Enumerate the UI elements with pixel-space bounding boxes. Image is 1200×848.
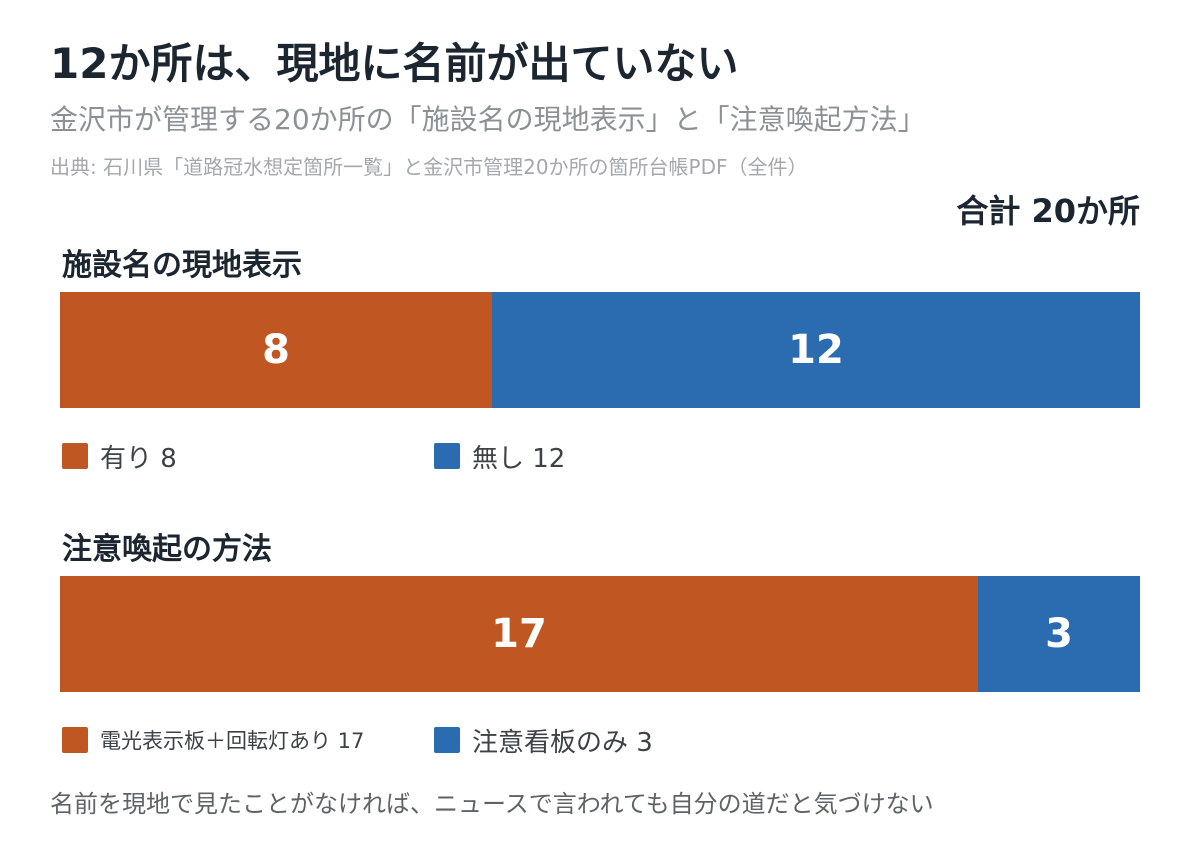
- legend-item: 注意看板のみ 3: [434, 720, 653, 760]
- chart2-bar: 17 3: [60, 576, 1140, 692]
- legend-label: 電光表示板＋回転灯あり 17: [100, 729, 365, 753]
- legend-swatch: [434, 443, 460, 469]
- legend-swatch: [62, 727, 88, 753]
- bar-segment-second: 12: [492, 292, 1140, 408]
- legend-label: 無し 12: [472, 443, 566, 474]
- chart-title: 12か所は、現地に名前が出ていない: [50, 39, 739, 88]
- chart1-bar: 8 12: [60, 292, 1140, 408]
- bar-segment-first: 8: [60, 292, 492, 408]
- chart2-title: 注意喚起の方法: [62, 532, 272, 567]
- source-note: 出典: 石川県「道路冠水想定箇所一覧」と金沢市管理20か所の箇所台帳PDF（全件…: [50, 155, 808, 179]
- chart1-title: 施設名の現地表示: [62, 248, 302, 283]
- legend-item: 有り 8: [62, 436, 177, 476]
- data-label: 12: [788, 327, 844, 373]
- legend-swatch: [62, 443, 88, 469]
- data-label: 17: [491, 611, 547, 657]
- data-label: 8: [262, 327, 290, 373]
- legend-item: 電光表示板＋回転灯あり 17: [62, 720, 364, 760]
- footnote: 名前を現地で見たことがなければ、ニュースで言われても自分の道だと気づけない: [50, 790, 934, 818]
- data-label: 3: [1045, 611, 1073, 657]
- bar-segment-first: 17: [60, 576, 978, 692]
- chart1-legend: 有り 8 無し 12: [62, 436, 1142, 476]
- bar-segment-second: 3: [978, 576, 1140, 692]
- legend-label: 有り 8: [100, 443, 177, 474]
- total-label: 合計 20か所: [956, 192, 1140, 230]
- chart2-legend: 電光表示板＋回転灯あり 17 注意看板のみ 3: [62, 720, 1142, 760]
- legend-item: 無し 12: [434, 436, 565, 476]
- chart-subtitle: 金沢市が管理する20か所の「施設名の現地表示」と「注意喚起方法」: [50, 103, 926, 136]
- legend-swatch: [434, 727, 460, 753]
- legend-label: 注意看板のみ 3: [472, 727, 653, 758]
